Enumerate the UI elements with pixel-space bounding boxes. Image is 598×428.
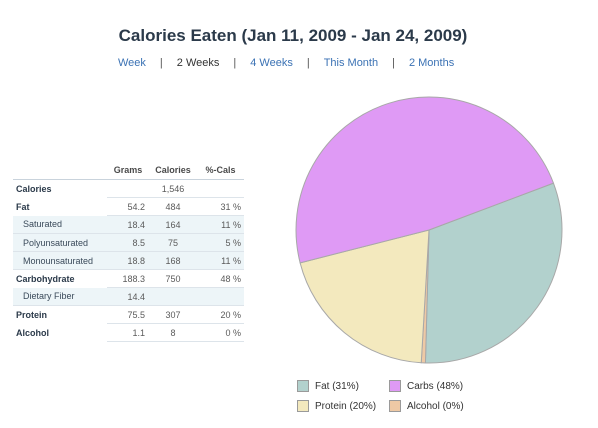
table-row-protein: Protein 75.5 307 20 %	[13, 305, 244, 324]
row-grams: 14.4	[107, 287, 149, 306]
legend-label-protein: Protein (20%)	[315, 400, 377, 412]
nav-separator: |	[392, 57, 395, 69]
row-grams: 54.2	[107, 197, 149, 216]
range-2-weeks-current: 2 Weeks	[176, 57, 220, 69]
row-label: Polyunsaturated	[13, 233, 107, 252]
legend-swatch-alcohol	[389, 400, 401, 412]
nav-separator: |	[233, 57, 237, 69]
row-calories: 75	[149, 233, 197, 252]
row-pct: 5 %	[197, 233, 244, 252]
pie-slice-fat	[424, 182, 563, 364]
range-week-link[interactable]: Week	[118, 57, 146, 69]
row-pct	[197, 287, 244, 306]
nav-separator: |	[306, 57, 310, 69]
legend-item-alcohol: Alcohol (0%)	[389, 400, 481, 412]
row-calories: 750	[149, 269, 197, 288]
range-4-weeks-link[interactable]: 4 Weeks	[250, 57, 293, 69]
row-label: Calories	[16, 183, 52, 194]
header-blank	[13, 163, 107, 180]
row-label: Protein	[16, 309, 48, 320]
row-pct: 11 %	[197, 251, 244, 270]
row-pct	[197, 179, 244, 198]
header-calories: Calories	[149, 163, 197, 180]
table-row-dietary-fiber: Dietary Fiber 14.4	[13, 287, 244, 306]
row-calories	[149, 287, 197, 306]
header-pct-cals: %-Cals	[197, 163, 244, 180]
legend-item-fat: Fat (31%)	[297, 380, 389, 392]
legend-swatch-carbs	[389, 380, 401, 392]
row-label: Saturated	[13, 215, 107, 234]
pie-slice-protein	[299, 229, 430, 364]
table-row-alcohol: Alcohol 1.1 8 0 %	[13, 323, 244, 342]
table-row-monounsaturated: Monounsaturated 18.8 168 11 %	[13, 251, 244, 270]
legend-label-fat: Fat (31%)	[315, 380, 359, 392]
row-calories: 168	[149, 251, 197, 270]
table-row-polyunsaturated: Polyunsaturated 8.5 75 5 %	[13, 233, 244, 252]
row-pct: 20 %	[197, 305, 244, 324]
page-title: Calories Eaten (Jan 11, 2009 - Jan 24, 2…	[118, 26, 468, 45]
table-row-saturated: Saturated 18.4 164 11 %	[13, 215, 244, 234]
row-label: Fat	[16, 201, 30, 212]
row-pct: 0 %	[197, 323, 244, 342]
table-row-fat: Fat 54.2 484 31 %	[13, 197, 244, 216]
legend-item-carbs: Carbs (48%)	[389, 380, 481, 392]
row-grams: 188.3	[107, 269, 149, 288]
row-calories: 484	[149, 197, 197, 216]
legend-swatch-protein	[297, 400, 309, 412]
legend-label-alcohol: Alcohol (0%)	[407, 400, 464, 412]
legend-label-carbs: Carbs (48%)	[407, 380, 464, 392]
pie-legend: Fat (31%) Carbs (48%) Protein (20%) Alco…	[297, 376, 481, 416]
row-grams: 75.5	[107, 305, 149, 324]
date-range-nav: Week | 2 Weeks | 4 Weeks | This Month | …	[118, 56, 454, 70]
row-calories: 8	[149, 323, 197, 342]
row-calories: 307	[149, 305, 197, 324]
range-this-month-link[interactable]: This Month	[323, 57, 379, 69]
table-row-carbohydrate: Carbohydrate 188.3 750 48 %	[13, 269, 244, 288]
table-row-calories: Calories 1,546	[13, 179, 244, 198]
row-calories: 1,546	[149, 179, 197, 198]
header-grams: Grams	[107, 163, 149, 180]
row-grams: 18.8	[107, 251, 149, 270]
row-pct: 48 %	[197, 269, 244, 288]
row-grams: 1.1	[107, 323, 149, 342]
range-2-months-link[interactable]: 2 Months	[408, 57, 455, 69]
nav-separator: |	[159, 57, 163, 69]
row-label: Alcohol	[16, 327, 49, 338]
legend-item-protein: Protein (20%)	[297, 400, 389, 412]
row-label: Dietary Fiber	[13, 287, 107, 306]
row-grams	[107, 179, 149, 198]
table-header-row: Grams Calories %-Cals	[13, 163, 244, 180]
row-calories: 164	[149, 215, 197, 234]
row-grams: 18.4	[107, 215, 149, 234]
pie-slice-carbs	[295, 96, 555, 264]
legend-swatch-fat	[297, 380, 309, 392]
row-grams: 8.5	[107, 233, 149, 252]
row-label: Monounsaturated	[13, 251, 107, 270]
nutrition-table: Grams Calories %-Cals Calories 1,546 Fat…	[13, 163, 244, 342]
row-pct: 11 %	[197, 215, 244, 234]
row-label: Carbohydrate	[16, 273, 75, 284]
calorie-pie-chart	[295, 96, 563, 364]
row-pct: 31 %	[197, 197, 244, 216]
